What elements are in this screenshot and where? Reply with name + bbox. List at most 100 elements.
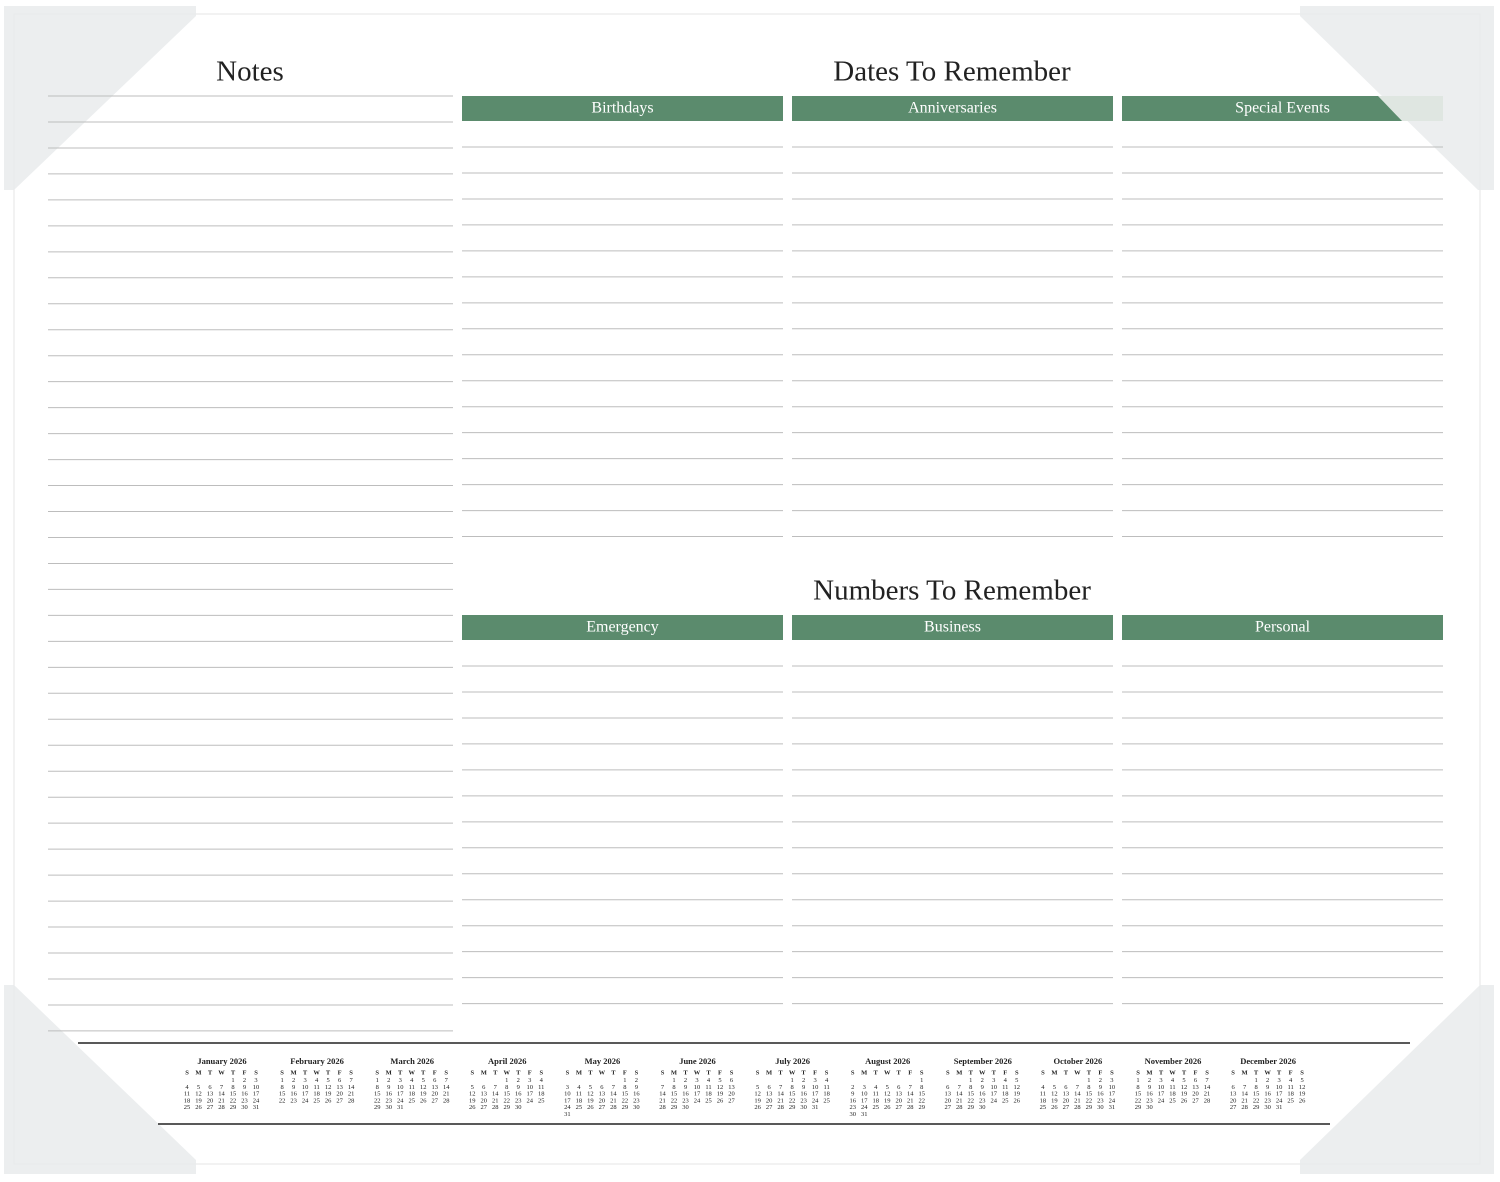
day-number: 11 bbox=[1169, 1084, 1175, 1091]
day-number: 9 bbox=[684, 1084, 687, 1091]
weekday: M bbox=[481, 1069, 487, 1076]
day-number: 21 bbox=[1241, 1097, 1248, 1104]
day-number: 16 bbox=[849, 1097, 856, 1104]
day-number: 18 bbox=[184, 1097, 191, 1104]
day-number: 14 bbox=[956, 1091, 963, 1098]
column-header-bar bbox=[1122, 615, 1443, 640]
day-number: 10 bbox=[527, 1084, 534, 1091]
day-number: 24 bbox=[991, 1097, 998, 1104]
weekday: S bbox=[635, 1069, 639, 1076]
day-number: 14 bbox=[443, 1084, 450, 1091]
day-number: 14 bbox=[1204, 1084, 1211, 1091]
day-number: 4 bbox=[874, 1084, 878, 1091]
day-number: 5 bbox=[1053, 1084, 1056, 1091]
day-number: 12 bbox=[469, 1091, 476, 1098]
day-number: 22 bbox=[968, 1097, 975, 1104]
day-number: 11 bbox=[409, 1084, 415, 1091]
day-number: 9 bbox=[517, 1084, 520, 1091]
day-number: 11 bbox=[1287, 1084, 1293, 1091]
day-number: 2 bbox=[1148, 1077, 1151, 1084]
notes-title: Notes bbox=[216, 56, 284, 88]
weekday: M bbox=[576, 1069, 582, 1076]
weekday: S bbox=[470, 1069, 474, 1076]
day-number: 30 bbox=[979, 1104, 986, 1111]
day-number: 24 bbox=[1158, 1097, 1165, 1104]
day-number: 11 bbox=[1040, 1091, 1046, 1098]
day-number: 14 bbox=[659, 1091, 666, 1098]
day-number: 16 bbox=[385, 1091, 392, 1098]
day-number: 9 bbox=[802, 1084, 805, 1091]
day-number: 29 bbox=[671, 1104, 678, 1111]
day-number: 29 bbox=[918, 1104, 925, 1111]
month-name: January 2026 bbox=[197, 1056, 246, 1066]
day-number: 14 bbox=[1074, 1091, 1081, 1098]
day-number: 7 bbox=[445, 1077, 449, 1084]
day-number: 23 bbox=[515, 1097, 522, 1104]
day-number: 30 bbox=[1264, 1104, 1271, 1111]
day-number: 6 bbox=[338, 1077, 342, 1084]
day-number: 24 bbox=[1109, 1097, 1116, 1104]
day-number: 6 bbox=[897, 1084, 901, 1091]
day-number: 10 bbox=[861, 1091, 868, 1098]
day-number: 12 bbox=[587, 1091, 594, 1098]
day-number: 3 bbox=[1277, 1077, 1280, 1084]
day-number: 14 bbox=[610, 1091, 617, 1098]
day-number: 4 bbox=[1041, 1084, 1045, 1091]
day-number: 27 bbox=[1063, 1104, 1070, 1111]
day-number: 3 bbox=[992, 1077, 995, 1084]
day-number: 7 bbox=[220, 1084, 224, 1091]
day-number: 3 bbox=[254, 1077, 257, 1084]
weekday: F bbox=[813, 1069, 817, 1076]
weekday: W bbox=[1074, 1069, 1081, 1076]
day-number: 27 bbox=[431, 1097, 438, 1104]
day-number: 1 bbox=[672, 1077, 675, 1084]
day-number: 24 bbox=[302, 1097, 309, 1104]
day-number: 23 bbox=[1146, 1097, 1153, 1104]
day-number: 1 bbox=[920, 1077, 923, 1084]
day-number: 22 bbox=[504, 1097, 511, 1104]
weekday: F bbox=[718, 1069, 722, 1076]
day-number: 6 bbox=[1194, 1077, 1198, 1084]
day-number: 17 bbox=[1276, 1091, 1283, 1098]
day-number: 1 bbox=[969, 1077, 972, 1084]
day-number: 19 bbox=[325, 1091, 332, 1098]
day-number: 26 bbox=[884, 1104, 891, 1111]
day-number: 30 bbox=[1097, 1104, 1104, 1111]
month-name: March 2026 bbox=[390, 1056, 434, 1066]
weekday: S bbox=[185, 1069, 189, 1076]
day-number: 13 bbox=[481, 1091, 488, 1098]
day-number: 31 bbox=[397, 1104, 404, 1111]
day-number: 22 bbox=[671, 1097, 678, 1104]
day-number: 18 bbox=[576, 1097, 583, 1104]
day-number: 29 bbox=[1253, 1104, 1260, 1111]
day-number: 8 bbox=[1087, 1084, 1090, 1091]
day-number: 12 bbox=[884, 1091, 891, 1098]
day-number: 5 bbox=[1015, 1077, 1018, 1084]
day-number: 14 bbox=[907, 1091, 914, 1098]
weekday: S bbox=[1300, 1069, 1304, 1076]
weekday: F bbox=[433, 1069, 437, 1076]
day-number: 21 bbox=[659, 1097, 666, 1104]
day-number: 15 bbox=[789, 1091, 796, 1098]
weekday: T bbox=[969, 1069, 974, 1076]
day-number: 17 bbox=[694, 1091, 701, 1098]
weekday: S bbox=[946, 1069, 950, 1076]
day-number: 13 bbox=[945, 1091, 952, 1098]
day-number: 16 bbox=[979, 1091, 986, 1098]
day-number: 30 bbox=[800, 1104, 807, 1111]
day-number: 23 bbox=[1264, 1097, 1271, 1104]
weekday: M bbox=[1051, 1069, 1057, 1076]
day-number: 9 bbox=[1148, 1084, 1151, 1091]
weekday: T bbox=[1064, 1069, 1069, 1076]
day-number: 18 bbox=[1287, 1091, 1294, 1098]
day-number: 11 bbox=[823, 1084, 829, 1091]
day-number: 11 bbox=[184, 1091, 190, 1098]
day-number: 16 bbox=[241, 1091, 248, 1098]
day-number: 12 bbox=[1014, 1084, 1021, 1091]
day-number: 18 bbox=[1169, 1091, 1176, 1098]
day-number: 25 bbox=[538, 1097, 545, 1104]
day-number: 16 bbox=[1146, 1091, 1153, 1098]
day-number: 2 bbox=[635, 1077, 638, 1084]
day-number: 19 bbox=[1299, 1091, 1306, 1098]
weekday: T bbox=[398, 1069, 403, 1076]
